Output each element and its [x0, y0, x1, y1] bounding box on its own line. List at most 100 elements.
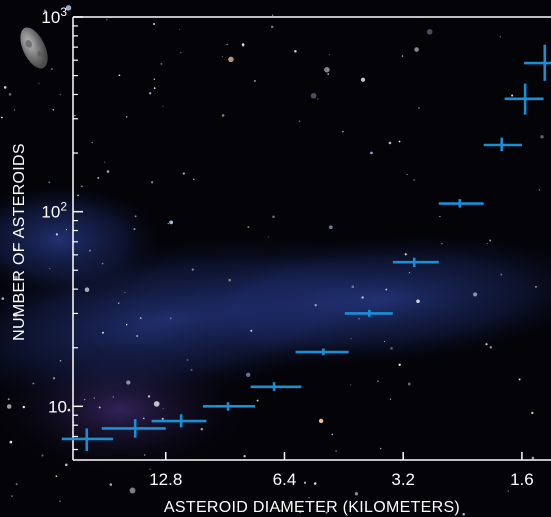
star: [377, 380, 379, 383]
star: [106, 170, 110, 173]
star: [279, 509, 282, 513]
star: [167, 223, 169, 225]
star: [388, 141, 392, 145]
star: [169, 317, 172, 320]
star: [327, 73, 330, 75]
star: [531, 456, 535, 460]
star: [398, 140, 401, 143]
star: [59, 360, 62, 362]
star: [404, 253, 407, 256]
star: [153, 87, 156, 89]
star: [489, 239, 492, 242]
star: [228, 56, 234, 63]
star: [98, 406, 101, 409]
star: [118, 74, 121, 77]
star: [105, 18, 108, 21]
star: [133, 228, 136, 231]
x-axis-title: ASTEROID DIAMETER (KILOMETERS): [164, 499, 460, 516]
star: [272, 215, 275, 219]
star: [298, 120, 301, 123]
star: [324, 66, 330, 73]
data-point: [483, 137, 522, 151]
star: [8, 93, 12, 96]
star: [124, 291, 126, 293]
star: [389, 398, 392, 400]
star: [486, 242, 488, 244]
star: [314, 303, 317, 307]
star: [13, 109, 16, 111]
star: [9, 440, 13, 444]
star: [153, 78, 156, 80]
star: [178, 28, 180, 30]
star: [84, 287, 90, 293]
star: [325, 511, 328, 514]
star: [511, 94, 514, 97]
data-point: [151, 414, 207, 428]
x-tick-label: 6.4: [273, 470, 297, 489]
star: [117, 302, 120, 304]
star: [1, 297, 5, 300]
star: [14, 275, 18, 280]
star: [351, 285, 355, 289]
star: [139, 317, 142, 320]
star: [416, 299, 420, 304]
data-point: [392, 257, 439, 267]
y-tick-label: 10: [48, 397, 67, 416]
star: [226, 43, 228, 46]
x-tick-label: 1.6: [510, 470, 534, 489]
star: [462, 513, 465, 516]
star: [83, 398, 86, 401]
star: [97, 176, 100, 179]
star: [200, 428, 203, 431]
star: [408, 271, 411, 274]
star: [152, 483, 154, 485]
data-point: [250, 382, 302, 391]
star: [267, 236, 269, 238]
star: [52, 377, 56, 380]
y-tick-label: 102: [41, 200, 67, 222]
data-point: [101, 419, 166, 438]
star: [15, 483, 18, 486]
star: [385, 288, 388, 291]
star: [129, 487, 136, 494]
star: [270, 25, 274, 29]
star: [401, 55, 404, 57]
star: [13, 248, 16, 251]
star: [153, 22, 156, 26]
data-point: [61, 428, 114, 451]
star: [65, 5, 72, 11]
star: [6, 404, 12, 409]
star: [50, 68, 53, 71]
star: [407, 382, 411, 386]
star: [361, 296, 364, 299]
star: [11, 495, 13, 497]
star: [242, 45, 244, 47]
star: [310, 92, 317, 99]
star: [299, 510, 302, 513]
star: [162, 408, 164, 410]
star: [43, 9, 47, 13]
star: [149, 92, 152, 95]
star: [142, 417, 145, 420]
data-point: [202, 402, 256, 411]
star: [93, 397, 95, 399]
star: [149, 468, 151, 470]
star: [303, 481, 307, 484]
star: [144, 454, 146, 456]
star: [342, 130, 344, 133]
star: [507, 490, 510, 492]
data-point: [344, 309, 393, 317]
star: [360, 77, 366, 82]
star: [52, 109, 55, 111]
star: [48, 181, 51, 184]
star: [331, 433, 334, 436]
star: [247, 226, 250, 229]
star: [112, 396, 114, 398]
star: [22, 405, 25, 409]
star: [246, 372, 251, 377]
star: [74, 114, 76, 117]
star: [241, 43, 245, 46]
star: [354, 492, 359, 496]
star: [88, 249, 91, 252]
